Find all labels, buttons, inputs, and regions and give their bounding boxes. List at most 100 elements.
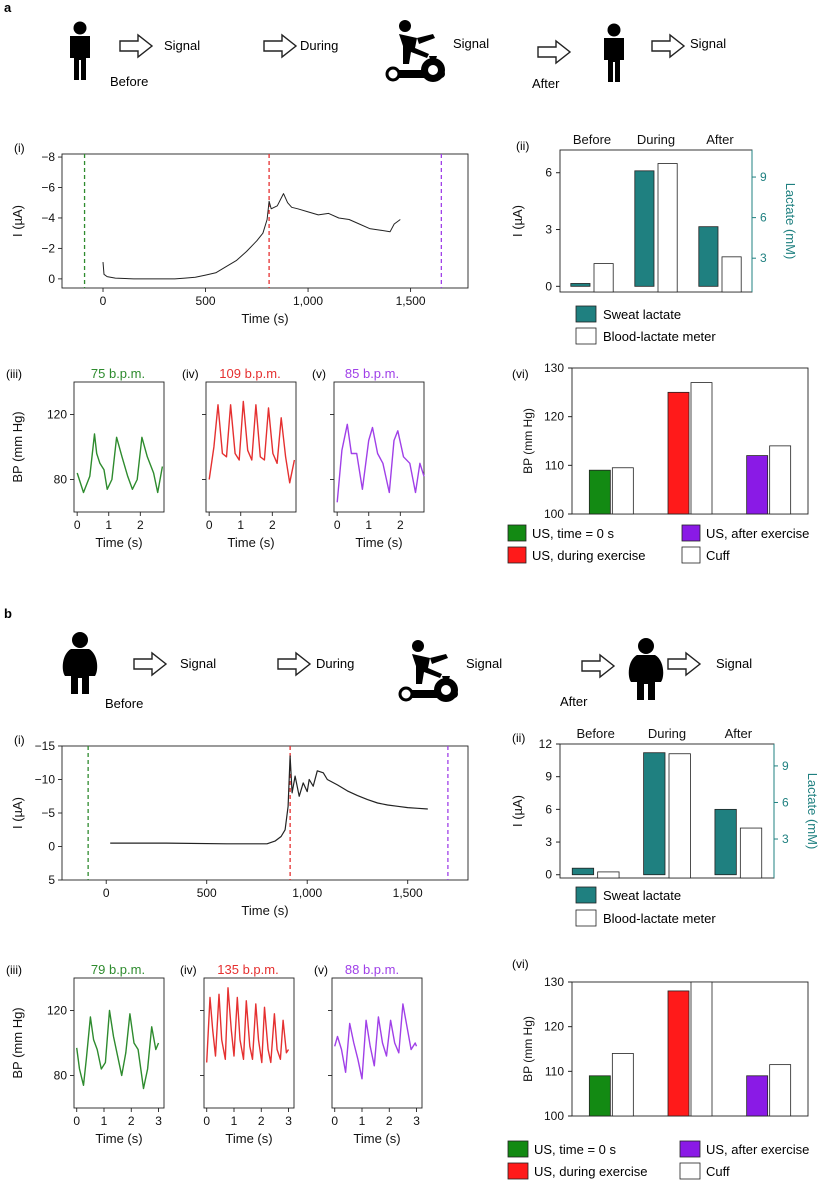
y-axis-label: I (µA)	[10, 797, 25, 829]
bar-blood-lactate	[721, 256, 742, 293]
x-tick-label: 2	[269, 518, 276, 532]
x-tick-label: 1	[359, 1114, 366, 1128]
cyclist-icon	[398, 638, 460, 704]
y-axis-label: BP (mm Hg)	[10, 1007, 25, 1078]
legend-swatch-usdur	[507, 1162, 529, 1180]
y-tick-label: 130	[544, 975, 564, 989]
hr-label-iii: 79 b.p.m.	[91, 962, 145, 977]
x-tick-label: 1	[231, 1114, 238, 1128]
legend-swatch-sweat	[575, 886, 597, 904]
roman-v: (v)	[314, 963, 328, 977]
x-tick-label: 0	[73, 1114, 80, 1128]
roman-i: (i)	[14, 733, 25, 747]
roman-i: (i)	[14, 141, 25, 155]
y-tick-label: −2	[41, 241, 55, 255]
category-label: During	[637, 132, 675, 147]
roman-ii: (ii)	[512, 731, 525, 745]
bar-cuff	[611, 1053, 634, 1117]
arrow-icon	[581, 654, 615, 678]
roman-v: (v)	[312, 367, 326, 381]
x-tick-label: 500	[196, 294, 216, 308]
x-tick-label: 0	[100, 294, 107, 308]
plot-frame	[73, 381, 165, 513]
chart-b-v: 0 1 2 3 Time (s)	[328, 977, 423, 1146]
y-tick-label: 12	[539, 737, 553, 751]
y-axis-label: I (µA)	[510, 205, 525, 237]
y-axis-label: BP (mm Hg)	[10, 411, 25, 482]
y-right-tick-label: 9	[782, 759, 789, 773]
bar-us	[667, 990, 690, 1117]
y-tick-label: 9	[545, 770, 552, 784]
series-line	[334, 1003, 418, 1080]
series-line	[336, 423, 425, 503]
bar-us	[667, 391, 690, 515]
y-right-axis-label: Lactate (mM)	[805, 773, 820, 850]
panel-a: a Before Signal During Signal After Sign…	[4, 0, 809, 564]
legend-swatch-blood	[575, 327, 597, 345]
bar-cuff	[690, 981, 713, 1117]
y-right-tick-label: 3	[782, 832, 789, 846]
plot-frame	[61, 745, 469, 881]
plot-frame	[571, 367, 809, 515]
panel-label-b: b	[4, 606, 12, 621]
y-tick-label: 120	[47, 1004, 67, 1018]
x-axis-label: Time (s)	[353, 1131, 400, 1146]
y-tick-label: 100	[544, 507, 564, 521]
panel-b: b Before Signal During Signal After Sign…	[4, 606, 820, 1180]
legend-lactate-a: Sweat lactate Blood-lactate meter	[575, 305, 716, 345]
y-tick-label: −6	[41, 181, 55, 195]
x-tick-label: 3	[285, 1114, 292, 1128]
legend-swatch-usafter	[681, 524, 701, 542]
x-tick-label: 0	[103, 886, 110, 900]
hr-label-v: 85 b.p.m.	[345, 366, 399, 381]
y-tick-label: −15	[35, 739, 56, 753]
y-axis-label: I (µA)	[10, 205, 25, 237]
bar-cuff	[690, 382, 713, 515]
legend-bp-a: US, time = 0 s US, after exercise US, du…	[507, 524, 809, 564]
x-tick-label: 500	[197, 886, 217, 900]
bar-sweat-lactate	[634, 170, 655, 287]
roman-iv: (iv)	[182, 367, 199, 381]
y-right-tick-label: 6	[782, 795, 789, 809]
roman-vi: (vi)	[512, 957, 529, 971]
x-tick-label: 1	[105, 518, 112, 532]
series-line	[102, 193, 401, 280]
x-tick-label: 1	[101, 1114, 108, 1128]
arrow-icon	[277, 652, 311, 676]
bar-sweat-lactate	[570, 283, 591, 287]
chart-a-iii: 0 1 2 80 120 Time (s) BP (mm Hg)	[10, 381, 165, 550]
y-tick-label: 110	[545, 458, 564, 472]
bar-sweat-lactate	[643, 752, 666, 876]
legend-swatch-usafter	[679, 1140, 701, 1158]
chart-a-v: 0 1 2 Time (s)	[330, 381, 425, 550]
legend-swatch-us0	[507, 524, 527, 542]
legend-label-us0: US, time = 0 s	[534, 1142, 616, 1157]
bar-blood-lactate	[657, 163, 678, 293]
y-axis-label: BP (mm Hg)	[521, 408, 535, 474]
legend-swatch-cuff	[681, 546, 701, 564]
plot-frame	[203, 977, 295, 1109]
arrow-icon	[133, 652, 167, 676]
y-tick-label: 100	[544, 1109, 564, 1123]
hr-label-v: 88 b.p.m.	[345, 962, 399, 977]
x-axis-label: Time (s)	[241, 903, 288, 918]
y-tick-label: 0	[48, 840, 55, 854]
x-tick-label: 3	[155, 1114, 162, 1128]
legend-label-sweat: Sweat lactate	[603, 307, 681, 322]
y-tick-label: 80	[54, 1069, 68, 1083]
label-before: Before	[110, 74, 148, 89]
hr-label-iv: 135 b.p.m.	[217, 962, 278, 977]
category-label: During	[648, 726, 686, 741]
y-right-tick-label: 9	[760, 170, 767, 184]
y-tick-label: 3	[545, 223, 552, 237]
x-tick-label: 0	[334, 518, 341, 532]
plot-frame	[61, 153, 469, 289]
y-tick-label: −4	[41, 211, 55, 225]
x-axis-label: Time (s)	[95, 535, 142, 550]
x-axis-label: Time (s)	[225, 1131, 272, 1146]
bar-blood-lactate	[739, 827, 763, 879]
legend-bp-b: US, time = 0 s US, after exercise US, du…	[507, 1140, 809, 1180]
roman-iv: (iv)	[180, 963, 197, 977]
legend-swatch-blood	[575, 909, 597, 927]
y-tick-label: 6	[545, 166, 552, 180]
